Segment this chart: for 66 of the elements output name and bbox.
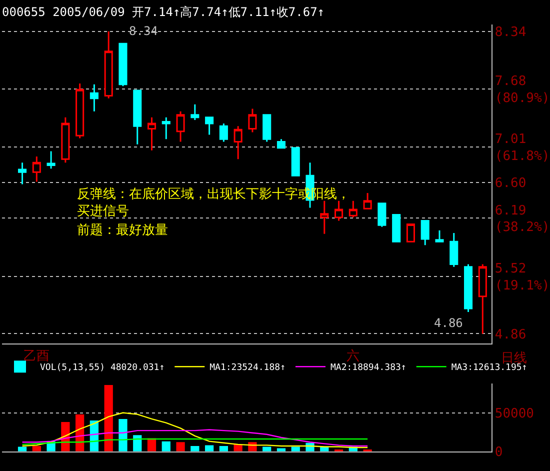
candlestick xyxy=(76,82,84,140)
candlestick xyxy=(378,202,386,228)
y-tick-label: 50000 xyxy=(494,406,534,422)
candlestick xyxy=(133,90,142,146)
candlestick xyxy=(61,116,70,164)
bar xyxy=(18,446,27,452)
candlestick xyxy=(363,192,372,210)
candlestick xyxy=(104,30,113,100)
candlestick xyxy=(406,224,415,242)
candlestick xyxy=(118,42,128,87)
y-tick-label: 6.19 (38.2%) xyxy=(494,203,550,236)
legend-label: MA1:23524.188↑ xyxy=(210,363,286,374)
y-tick-label: 4.86 xyxy=(494,327,526,342)
candlestick xyxy=(450,232,458,268)
bar xyxy=(204,445,214,452)
y-tick-label: 7.01 (61.8%) xyxy=(494,132,550,164)
y-tick-label: 6.60 xyxy=(494,176,526,192)
line-series xyxy=(22,412,368,448)
legend-label: VOL(5,13,55) 48020.031↑ xyxy=(40,363,165,374)
candlestick xyxy=(205,116,214,136)
y-tick-label: 5.52 (19.1%) xyxy=(494,261,550,294)
bar xyxy=(104,385,113,452)
bar xyxy=(176,442,185,452)
candlestick xyxy=(190,104,200,121)
bar xyxy=(262,446,272,452)
candlestick xyxy=(32,156,41,182)
y-tick-label: 0 xyxy=(494,444,503,460)
bar xyxy=(118,418,128,452)
legend-label: MA3:12613.195↑ xyxy=(451,363,528,374)
chart-subtitle: 000655 2005/06/09 开7.14↑高7.74↑低7.11↑收7.67↑ xyxy=(2,5,325,19)
bar xyxy=(32,446,41,452)
candlestick xyxy=(435,230,444,242)
candlestick xyxy=(46,150,56,170)
bar xyxy=(133,435,142,452)
bar xyxy=(190,446,200,452)
annotation: 4.86 xyxy=(434,316,463,330)
candlestick xyxy=(234,125,242,160)
bar xyxy=(291,446,300,452)
x-tick-label: 乙酉 xyxy=(24,348,50,364)
candlestick xyxy=(176,110,185,142)
bar xyxy=(147,438,156,452)
bar xyxy=(219,446,228,452)
candlestick xyxy=(334,200,344,222)
candlestick xyxy=(162,116,170,140)
candlestick xyxy=(464,263,473,313)
candlestick xyxy=(478,263,487,334)
legend-label: MA2:18894.383↑ xyxy=(330,363,406,374)
candlestick xyxy=(276,138,286,149)
bar xyxy=(162,441,170,452)
line-series xyxy=(22,429,368,447)
y-tick-label: 8.34 xyxy=(494,24,526,40)
candlestick xyxy=(90,84,98,112)
candlestick xyxy=(262,114,272,142)
annotation: 买进信号 xyxy=(77,204,129,219)
candlestick xyxy=(392,214,401,242)
candlestick xyxy=(248,108,257,133)
annotation: 前题：最好放量 xyxy=(77,223,168,238)
candlestick xyxy=(320,200,329,235)
x-tick-label: 六 xyxy=(346,348,360,364)
candlestick xyxy=(420,220,430,246)
candlestick xyxy=(348,200,358,218)
candlestick xyxy=(18,162,27,186)
y-tick-label: 7.68 (80.9%) xyxy=(494,74,550,106)
candlestick xyxy=(147,116,156,152)
candlestick xyxy=(219,122,228,142)
candlestick xyxy=(291,147,300,176)
